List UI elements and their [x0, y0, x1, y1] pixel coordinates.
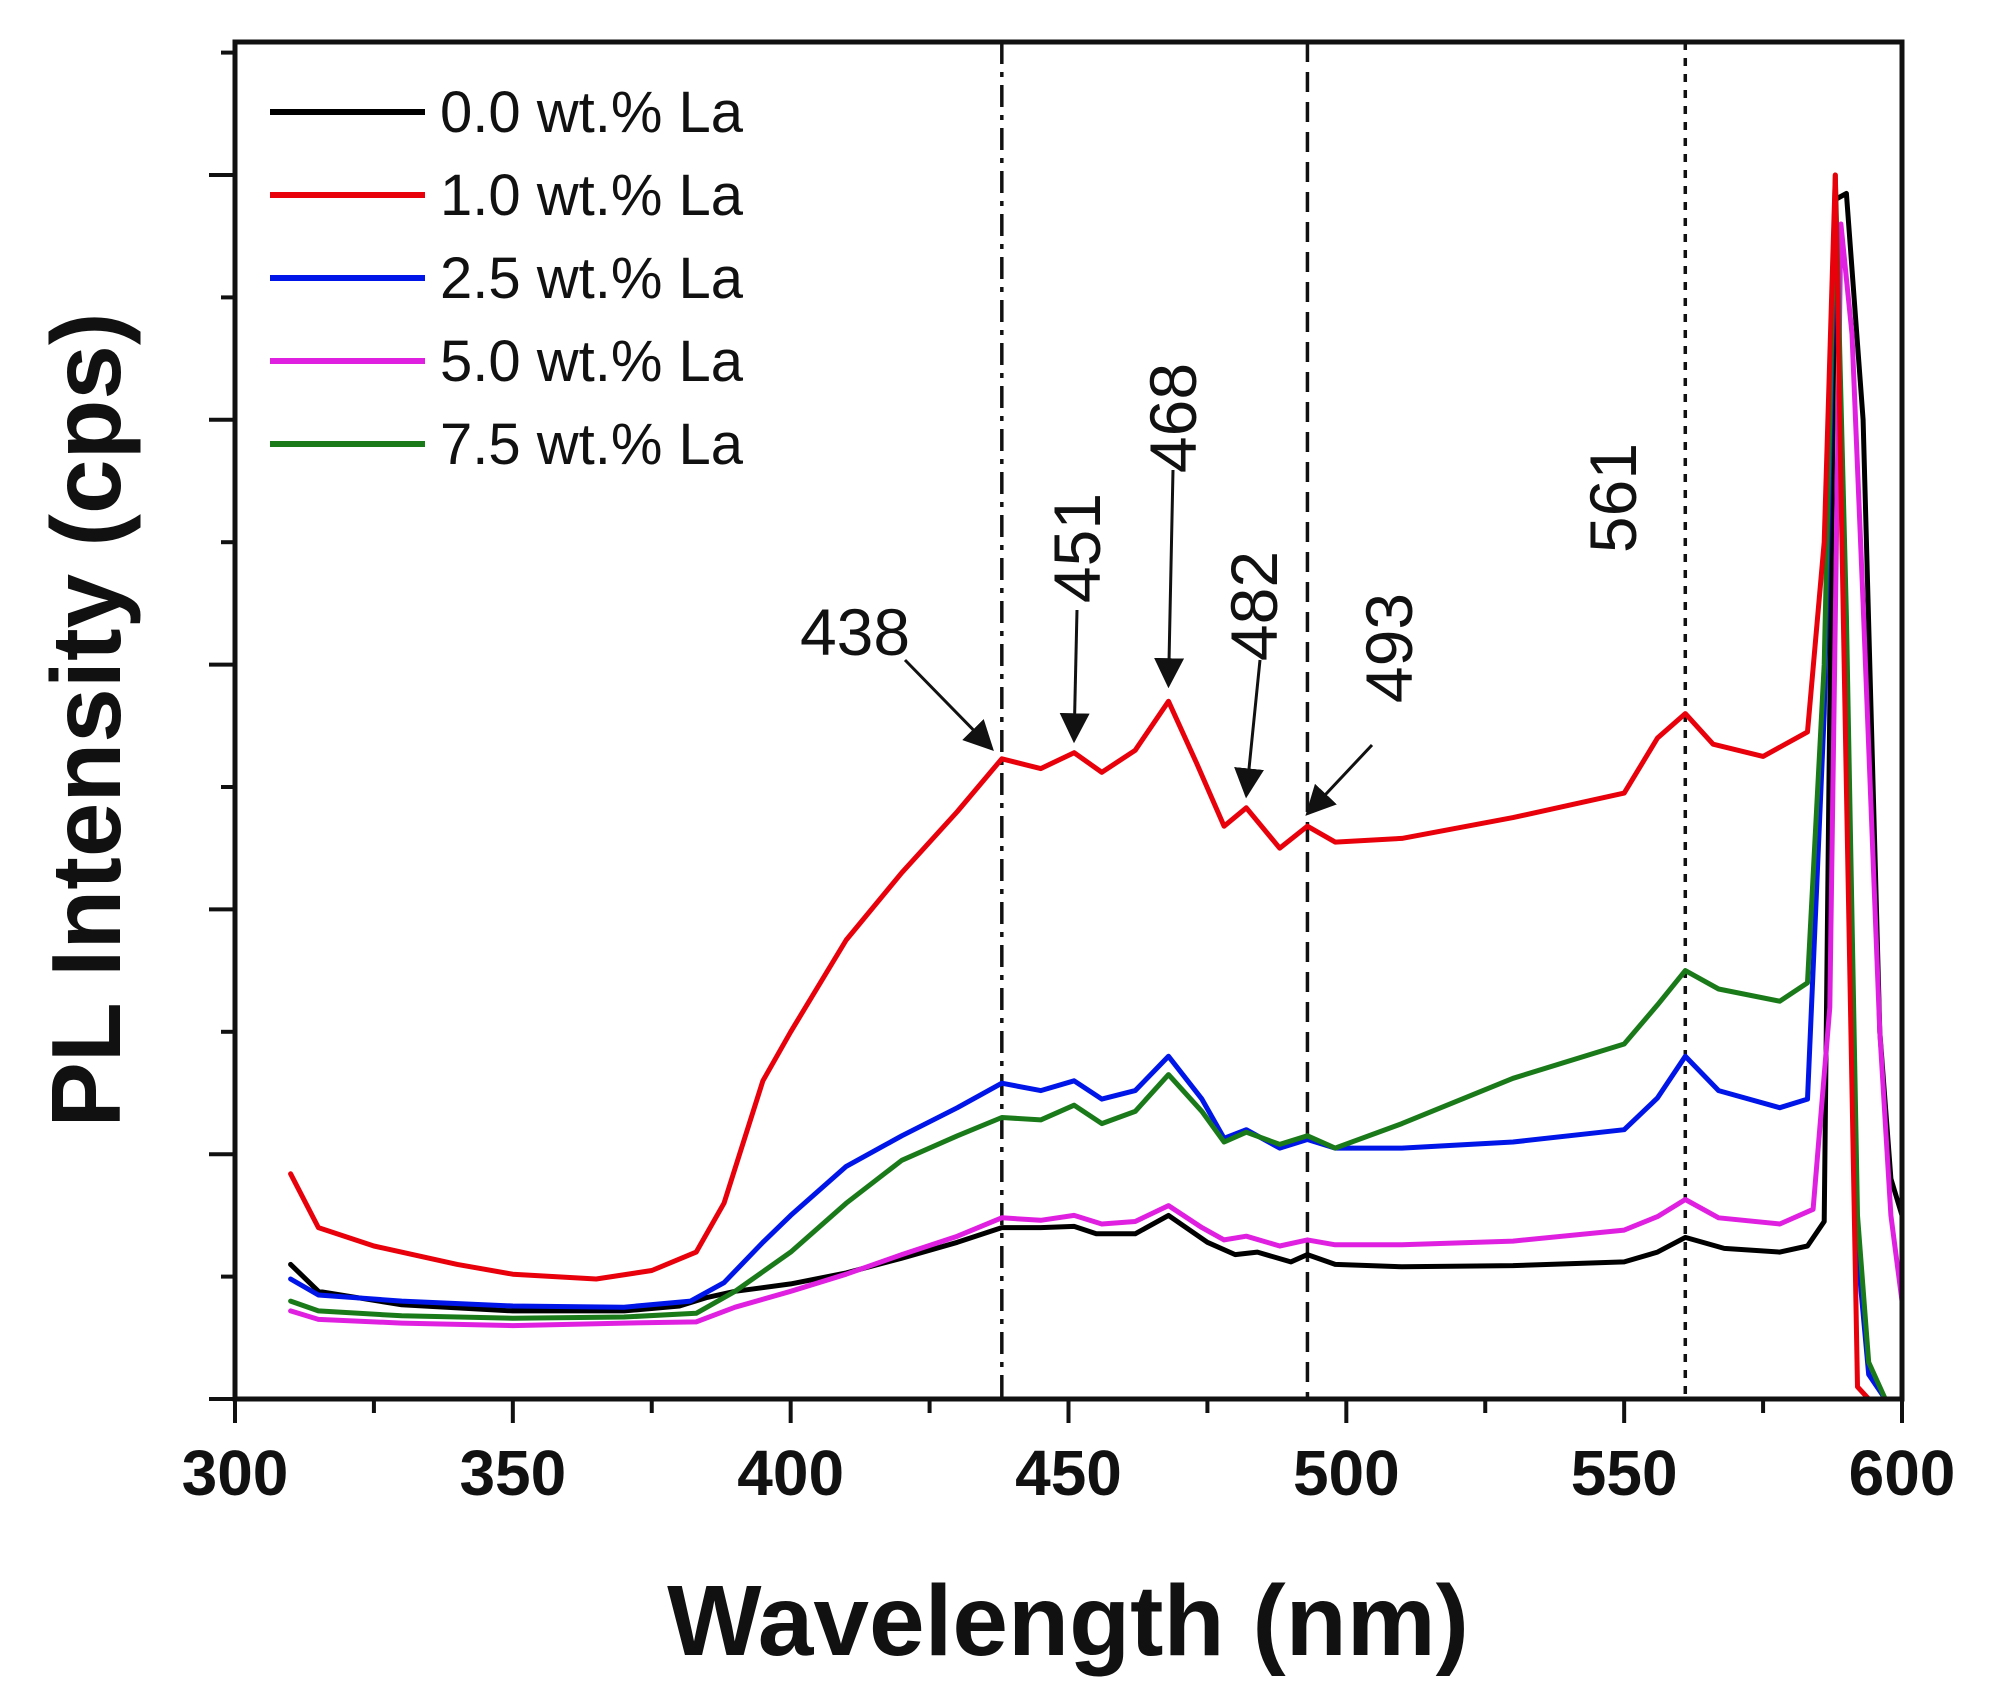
legend-label: 2.5 wt.% La	[440, 246, 744, 311]
peak-label-493: 493	[1352, 593, 1426, 703]
peak-label-468: 468	[1136, 363, 1210, 473]
peak-arrow-482	[1234, 659, 1264, 799]
series-line-1	[288, 190, 1905, 1314]
peak-label-482: 482	[1217, 551, 1291, 661]
series-lines	[288, 172, 1905, 1402]
peak-arrow-493	[1305, 743, 1374, 816]
x-tick-label: 550	[1571, 1437, 1678, 1509]
x-tick-label: 400	[737, 1437, 844, 1509]
x-tick-label: 300	[182, 1437, 289, 1509]
peak-label-438: 438	[800, 595, 910, 669]
reference-lines	[1000, 42, 1688, 1399]
series-line-5	[288, 172, 1905, 1402]
x-tick-label: 350	[459, 1437, 566, 1509]
peak-arrow-451	[1059, 609, 1090, 744]
peak-arrow-468	[1154, 469, 1185, 689]
ticks: 300 350 400 450 500 550 600	[182, 50, 1956, 1509]
peak-arrow-438	[903, 658, 994, 751]
series-line-4	[288, 221, 1905, 1329]
peak-annotations: 438 451 468 482 493 561	[800, 363, 1650, 816]
peak-label-451: 451	[1040, 493, 1114, 603]
y-axis-title: PL Intensity (cps)	[31, 312, 141, 1127]
legend-label: 7.5 wt.% La	[440, 412, 744, 477]
legend: 0.0 wt.% La 1.0 wt.% La 2.5 wt.% La 5.0 wt.…	[270, 80, 744, 477]
x-tick-label: 600	[1849, 1437, 1956, 1509]
legend-label: 0.0 wt.% La	[440, 80, 744, 145]
legend-label: 1.0 wt.% La	[440, 163, 744, 228]
series-line-2	[288, 172, 1905, 1402]
x-tick-label: 500	[1293, 1437, 1400, 1509]
x-axis-title: Wavelength (nm)	[667, 1565, 1469, 1677]
peak-label-561: 561	[1576, 443, 1650, 553]
x-tick-label: 450	[1015, 1437, 1122, 1509]
legend-label: 5.0 wt.% La	[440, 329, 744, 394]
